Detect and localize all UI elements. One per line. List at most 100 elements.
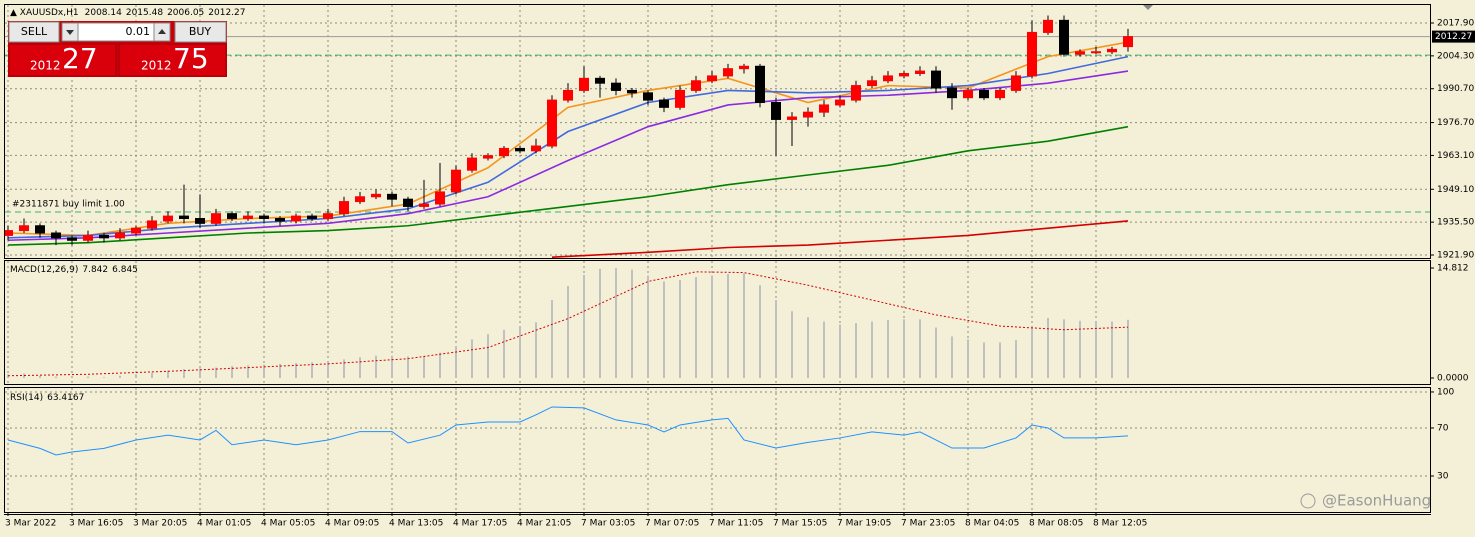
candle-body [1027,31,1037,77]
macd-bar [727,274,729,378]
macd-bar [967,339,969,378]
candle-body [787,116,797,120]
candle-body [1107,48,1117,53]
macd-bar [983,342,985,378]
candle-body [611,82,621,91]
y-tick-label: 1990.70 [1437,84,1474,94]
candle-body [755,65,765,104]
y-tick-label: 14.812 [1437,264,1469,274]
macd-bar [135,374,137,378]
signal-line [7,271,1129,377]
buy-label: BUY [189,25,212,38]
macd-bar [951,336,953,378]
candle-body [579,77,589,91]
candle-body [499,147,509,157]
macd-bar [423,356,425,378]
macd-bar [119,375,121,378]
candle-body [211,213,221,224]
macd-bar [759,285,761,378]
candle-body [547,99,557,147]
x-tick-label: 4 Mar 01:05 [197,519,251,529]
moving-average [7,125,1129,246]
y-tick-label: 2017.90 [1437,19,1474,29]
buy-price-box[interactable] [118,43,227,77]
candle-body [435,191,445,205]
x-tick-label: 3 Mar 16:05 [69,519,123,529]
candle-body [963,89,973,99]
candle-body [659,99,669,108]
rsi-panel [4,387,1431,513]
order-label: #2311871 buy limit 1.00 [12,200,125,210]
buy-button[interactable] [174,21,227,43]
macd-bar [999,342,1001,378]
y-tick-label: 2004.30 [1437,51,1474,61]
macd-bar [183,369,185,378]
macd-bar [679,280,681,378]
sell-pips: 27 [62,42,98,75]
sell-button[interactable] [8,21,60,43]
candle-body [1011,75,1021,91]
macd-value: 7.842 [82,265,108,275]
macd-bar [503,329,505,378]
macd-bar [663,281,665,378]
candle-body [1075,51,1085,55]
y-tick-label: 1963.10 [1437,151,1474,161]
candle-body [259,215,269,220]
x-tick-label: 4 Mar 13:05 [389,519,443,529]
candle-body [483,155,493,159]
macd-name: MACD(12,26,9) [10,265,78,275]
candle-body [35,225,45,234]
x-tick-label: 8 Mar 04:05 [965,519,1019,529]
sell-price-box[interactable] [8,43,117,77]
macd-bar [1015,340,1017,378]
candle-body [163,215,173,222]
y-tick-label: 30 [1437,471,1449,481]
candle-body [803,111,813,118]
y-tick-label: 0.0000 [1437,373,1469,383]
macd-bar [919,319,921,378]
buy-figure: 2012 [141,59,172,73]
x-tick-label: 3 Mar 2022 [5,519,56,529]
moving-average [551,220,1129,258]
sell-label: SELL [21,25,48,38]
candle-body [851,85,861,101]
candle-body [1043,19,1053,33]
macd-bar [839,324,841,378]
candle-body [899,73,909,77]
y-tick-label: 70 [1437,423,1449,433]
candle-body [323,213,333,220]
macd-bar [519,326,521,378]
candle-body [867,80,877,87]
candle-body [931,70,941,89]
header-low: 2006.05 [167,8,204,18]
candle-body [771,102,781,120]
macd-panel [4,260,1431,385]
x-tick-label: 3 Mar 20:05 [133,519,187,529]
macd-bar [567,285,569,378]
candle-body [1091,51,1101,54]
x-tick-label: 4 Mar 09:05 [325,519,379,529]
candle-body [515,147,525,152]
macd-bar [887,320,889,378]
macd-bar [743,273,745,378]
macd-bar [23,373,25,378]
macd-bar [903,319,905,378]
macd-bar [615,268,617,378]
candle-body [99,234,109,239]
x-tick-label: 8 Mar 12:05 [1093,519,1147,529]
candle-body [979,89,989,99]
rsi-line [7,406,1129,456]
candle-body [195,218,205,224]
watermark: @EasonHuang [1322,492,1431,510]
macd-bar [215,367,217,378]
candle-body [451,169,461,193]
candle-body [675,89,685,108]
macd-bar [855,323,857,378]
macd-bar [711,275,713,378]
header-arrow: ▲ [10,8,20,18]
macd-bar [471,339,473,378]
macd-bar [87,376,89,378]
x-tick-label: 4 Mar 21:05 [517,519,571,529]
header-close: 2012.27 [208,8,245,18]
